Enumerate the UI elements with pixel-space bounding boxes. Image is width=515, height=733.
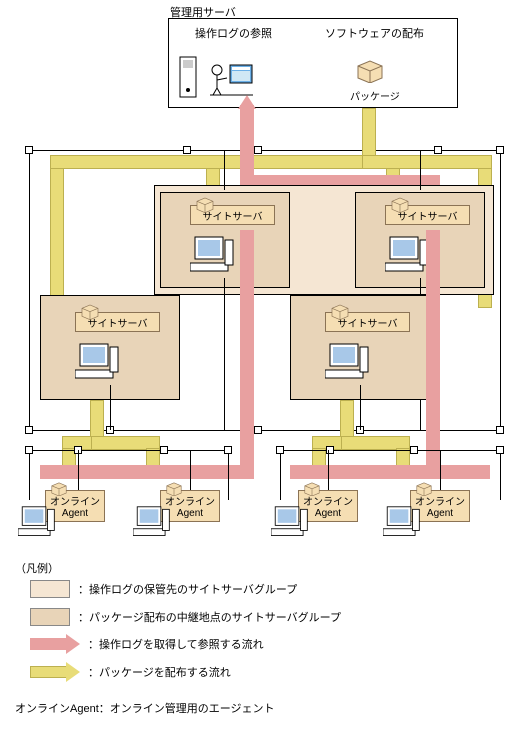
package-icon <box>165 481 183 495</box>
package-icon <box>415 481 433 495</box>
log-arrow <box>40 465 254 479</box>
server-tower-icon <box>178 55 198 100</box>
package-icon <box>355 58 385 83</box>
agent-label: Agent <box>62 508 88 519</box>
node-sq <box>25 146 33 154</box>
package-icon <box>195 196 215 212</box>
network-frame-top <box>29 150 501 151</box>
legend-text: ：パッケージ配布の中継地点のサイトサーバグループ <box>78 609 341 625</box>
legend-swatch-peach <box>30 580 70 598</box>
package-icon <box>330 303 350 319</box>
package-icon <box>390 196 410 212</box>
log-arrow <box>240 105 254 180</box>
agent-frame <box>280 450 500 451</box>
legend-text: ：操作ログを取得して参照する流れ <box>88 636 264 652</box>
agent-label: Agent <box>427 508 453 519</box>
legend-item: ：操作ログの保管先のサイトサーバグループ <box>30 580 297 598</box>
log-arrow-head <box>238 95 256 109</box>
legend-text: ：操作ログの保管先のサイトサーバグループ <box>78 581 297 597</box>
agent-frame <box>29 450 229 451</box>
node-sq <box>496 426 504 434</box>
node-sq <box>410 446 418 454</box>
legend-swatch-tan <box>30 608 70 626</box>
node-sq <box>496 146 504 154</box>
conn-line <box>224 150 225 190</box>
node-sq <box>254 146 262 154</box>
package-label: パッケージ <box>350 88 400 103</box>
dist-arrow <box>50 155 376 169</box>
agent-label: Agent <box>315 508 341 519</box>
agent-frame <box>29 450 30 500</box>
agent-label: Agent <box>177 508 203 519</box>
conn-line <box>420 150 421 190</box>
dist-arrow <box>50 168 64 308</box>
node-sq <box>434 146 442 154</box>
agent-frame <box>228 450 229 500</box>
legend-title: （凡例） <box>15 560 59 576</box>
conn-line <box>78 450 79 490</box>
pc-icon <box>133 505 171 539</box>
node-sq <box>496 446 504 454</box>
pc-icon <box>75 342 120 382</box>
package-icon <box>303 481 321 495</box>
node-sq <box>25 446 33 454</box>
conn-line <box>224 278 225 430</box>
pc-icon <box>18 505 56 539</box>
legend-footer: オンラインAgent：オンライン管理用のエージェント <box>15 700 275 716</box>
legend-item: ：パッケージを配布する流れ <box>30 664 231 680</box>
user-desk-icon <box>205 60 255 100</box>
pc-icon <box>325 342 370 382</box>
log-arrow <box>426 230 440 478</box>
sw-dist-label: ソフトウェアの配布 <box>325 25 424 41</box>
package-icon <box>80 303 100 319</box>
pc-icon <box>385 235 430 275</box>
network-frame-right <box>500 150 501 430</box>
legend-red-arrow <box>30 636 80 652</box>
legend-yellow-arrow <box>30 664 80 680</box>
agent-frame <box>500 450 501 500</box>
pc-icon <box>190 235 235 275</box>
network-frame-left <box>29 150 30 430</box>
conn-line <box>328 450 329 490</box>
pc-icon <box>383 505 421 539</box>
legend-item: ：操作ログを取得して参照する流れ <box>30 636 264 652</box>
node-sq <box>254 426 262 434</box>
legend-text: ：パッケージを配布する流れ <box>88 664 231 680</box>
dist-arrow <box>362 108 376 158</box>
conn-line <box>360 385 361 430</box>
pc-icon <box>271 505 309 539</box>
dist-arrow <box>362 155 492 169</box>
node-sq <box>183 146 191 154</box>
node-sq <box>224 446 232 454</box>
package-icon <box>50 481 68 495</box>
node-sq <box>25 426 33 434</box>
log-ref-label: 操作ログの参照 <box>195 25 272 41</box>
conn-line <box>110 385 111 430</box>
node-sq <box>160 446 168 454</box>
mgmt-server-label: 管理用サーバ <box>170 4 236 20</box>
node-sq <box>276 446 284 454</box>
log-arrow <box>240 230 254 478</box>
conn-line <box>190 450 191 490</box>
conn-line <box>440 450 441 490</box>
legend-item: ：パッケージ配布の中継地点のサイトサーバグループ <box>30 608 341 626</box>
agent-frame <box>280 450 281 500</box>
log-arrow <box>290 465 490 479</box>
